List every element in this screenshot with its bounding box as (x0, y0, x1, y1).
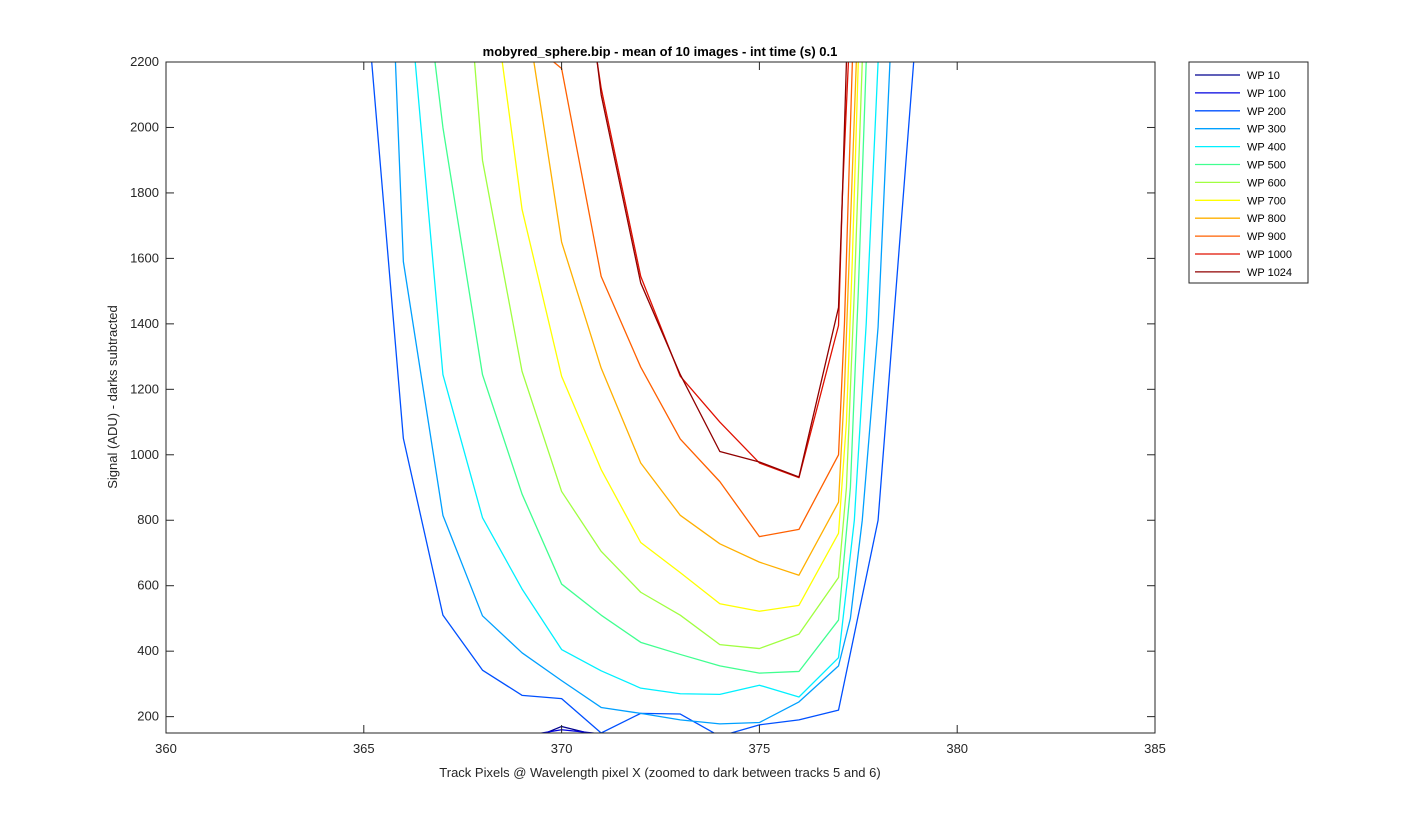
legend-label: WP 900 (1247, 231, 1286, 243)
chart-title: mobyred_sphere.bip - mean of 10 images -… (483, 44, 838, 59)
series-line-wp-100 (537, 729, 599, 733)
y-tick-label: 2200 (130, 54, 159, 69)
y-tick-label: 1000 (130, 447, 159, 462)
series-layer (371, 62, 915, 733)
series-line-wp-400 (414, 62, 879, 698)
plot-area (166, 62, 1155, 733)
y-tick-label: 1400 (130, 316, 159, 331)
x-tick-label: 365 (353, 741, 375, 756)
series-line-wp-300 (394, 62, 891, 725)
series-line-wp-600 (473, 62, 863, 650)
y-tick-label: 400 (137, 643, 159, 658)
legend-label: WP 800 (1247, 213, 1286, 225)
series-line-wp-10 (544, 725, 591, 733)
legend-label: WP 10 (1247, 70, 1280, 82)
legend-label: WP 400 (1247, 142, 1286, 154)
legend-label: WP 100 (1247, 88, 1286, 100)
legend-label: WP 200 (1247, 106, 1286, 118)
x-tick-label: 370 (551, 741, 573, 756)
y-tick-label: 800 (137, 512, 159, 527)
legend: WP 10 WP 100 WP 200 WP 300 WP 400 WP 500 WP 60… (1188, 61, 1309, 284)
y-tick-label: 1200 (130, 381, 159, 396)
series-line-wp-700 (501, 62, 859, 612)
y-tick-label: 1600 (130, 250, 159, 265)
x-tick-label: 375 (749, 741, 771, 756)
series-line-wp-500 (434, 62, 867, 674)
series-line-wp-1024 (596, 62, 848, 478)
legend-label: WP 300 (1247, 124, 1286, 136)
legend-label: WP 700 (1247, 195, 1286, 207)
legend-label: WP 500 (1247, 160, 1286, 172)
ticks-layer: 360 365 370 375 380 385 200 400 600 800 1000 1200 14… (130, 54, 1166, 756)
legend-label: WP 1024 (1247, 267, 1292, 279)
plot-frame (165, 61, 1156, 734)
y-axis-label: Signal (ADU) - darks subtracted (105, 305, 120, 489)
legend-box (1188, 61, 1309, 284)
x-tick-label: 360 (155, 741, 177, 756)
legend-label: WP 1000 (1247, 249, 1292, 261)
legend-label: WP 600 (1247, 177, 1286, 189)
y-tick-label: 200 (137, 709, 159, 724)
x-axis-label: Track Pixels @ Wavelength pixel X (zoome… (439, 765, 880, 780)
series-line-wp-800 (533, 62, 857, 576)
y-tick-label: 2000 (130, 119, 159, 134)
series-line-wp-900 (553, 62, 854, 538)
legend-entries: WP 10 WP 100 WP 200 WP 300 WP 400 WP 500 WP 60… (1195, 70, 1292, 279)
x-tick-label: 380 (946, 741, 968, 756)
y-tick-label: 600 (137, 578, 159, 593)
y-tick-label: 1800 (130, 185, 159, 200)
x-tick-label: 385 (1144, 741, 1166, 756)
